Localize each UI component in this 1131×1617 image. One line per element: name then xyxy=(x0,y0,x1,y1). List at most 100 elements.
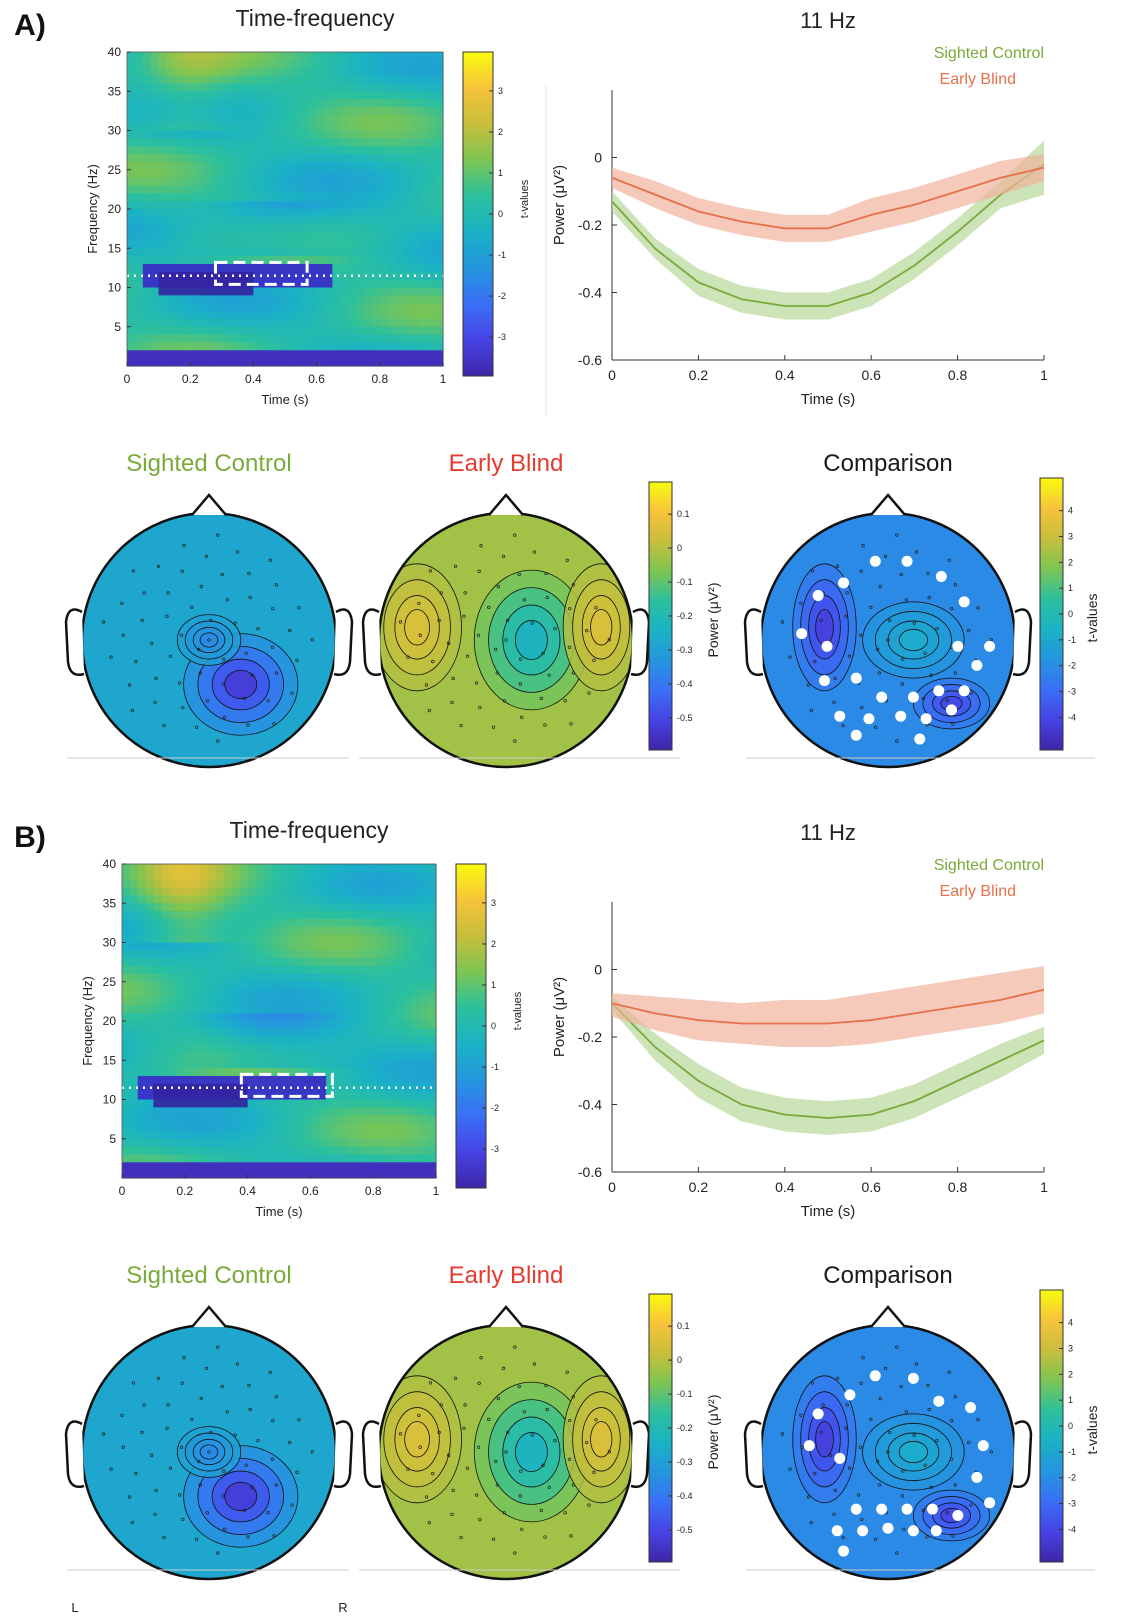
tf-cell xyxy=(324,232,333,241)
tf-cell xyxy=(134,99,144,108)
tf-cell xyxy=(245,193,254,202)
tf-cell xyxy=(387,342,397,351)
tf-cell xyxy=(316,91,326,100)
tf-cell xyxy=(216,966,225,975)
tf-cell xyxy=(213,240,223,249)
tf-cell xyxy=(435,146,444,155)
tf-cell xyxy=(412,942,421,951)
electrode-marker xyxy=(142,591,146,595)
tf-cell xyxy=(333,1146,343,1156)
tf-cell xyxy=(255,1130,264,1140)
tf-cell xyxy=(206,295,215,304)
tf-cell xyxy=(364,154,373,163)
tf-cell xyxy=(127,334,136,344)
electrode-marker xyxy=(437,618,441,623)
tf-cell xyxy=(206,146,215,155)
tf-cell xyxy=(269,326,278,336)
tf-cell xyxy=(261,209,270,218)
tf-cell xyxy=(285,256,294,265)
tf-cell xyxy=(134,256,144,265)
electrode-marker xyxy=(945,1511,949,1515)
topo-contour-line xyxy=(184,1432,234,1472)
tf-cell xyxy=(292,209,302,218)
tf-cell xyxy=(395,91,405,100)
tf-cell xyxy=(229,138,239,147)
tf-cell xyxy=(356,303,365,312)
tf-cell xyxy=(206,232,215,241)
tf-cell xyxy=(292,201,302,210)
tf-cell xyxy=(200,911,209,920)
tf-cell xyxy=(142,67,152,77)
tf-cell xyxy=(269,154,278,163)
electrode-marker xyxy=(506,1430,510,1435)
topo-fill xyxy=(761,1325,1015,1579)
electrode-marker xyxy=(101,1432,106,1436)
tf-cell xyxy=(166,326,175,336)
tf-cell xyxy=(255,934,264,944)
tf-cell xyxy=(129,918,139,928)
tf-cell xyxy=(403,287,412,296)
tf-cell xyxy=(237,185,247,194)
tf-cell xyxy=(371,216,381,226)
tf-cell xyxy=(206,177,215,187)
tf-cell xyxy=(333,1115,343,1124)
tf-cell xyxy=(134,271,144,281)
tf-cell xyxy=(158,161,168,171)
tf-cell xyxy=(395,130,405,139)
tf-cell xyxy=(261,295,270,304)
line-xlabel: Time (s) xyxy=(801,391,855,408)
tf-cell xyxy=(231,1138,241,1148)
electrode-marker xyxy=(288,628,292,633)
tf-cell xyxy=(302,1036,311,1046)
tf-cell xyxy=(142,169,152,179)
tf-cell xyxy=(371,169,381,179)
tf-cell xyxy=(333,1162,343,1171)
tf-cell xyxy=(134,169,144,179)
significant-electrode xyxy=(850,1503,862,1515)
tf-cell xyxy=(364,334,373,344)
tf-cell xyxy=(255,997,264,1006)
tf-cell xyxy=(237,67,247,77)
tf-cell xyxy=(176,1013,186,1022)
tf-cell xyxy=(292,138,302,147)
tf-cell xyxy=(190,256,199,265)
tf-cell xyxy=(216,864,225,873)
tf-cell xyxy=(412,887,421,896)
tf-cell xyxy=(153,926,162,936)
tf-cell xyxy=(247,1060,257,1069)
tf-cell xyxy=(231,887,241,896)
tf-cell xyxy=(216,895,225,904)
tf-cell xyxy=(192,1052,202,1061)
significant-electrode xyxy=(869,555,881,567)
tf-cell xyxy=(208,1146,217,1156)
tf-cell xyxy=(221,99,231,108)
tf-cell xyxy=(395,271,405,281)
electrode-marker xyxy=(888,618,892,623)
tf-cell xyxy=(365,1123,374,1132)
tf-cell xyxy=(247,973,257,983)
tf-cell xyxy=(237,169,247,179)
tf-cell xyxy=(255,989,264,999)
tf-cell xyxy=(184,887,194,896)
tf-cell xyxy=(229,67,239,77)
tf-cell xyxy=(142,91,152,100)
tf-cell xyxy=(381,895,390,904)
tf-cell xyxy=(224,1130,233,1140)
tf-cell xyxy=(294,1099,304,1108)
tf-cell xyxy=(403,177,412,187)
tf-cell xyxy=(356,59,365,69)
tf-cell xyxy=(388,958,398,967)
tf-cell xyxy=(341,1123,351,1132)
tf-cell xyxy=(122,1013,131,1022)
tf-cell xyxy=(387,318,397,328)
tf-cell xyxy=(292,248,302,257)
topo-contour-line xyxy=(192,626,226,654)
tf-cell xyxy=(381,1123,390,1132)
tf-cell xyxy=(208,1060,217,1069)
tf-cell xyxy=(245,295,254,304)
tf-cell xyxy=(396,1130,406,1140)
tf-cell xyxy=(333,981,343,991)
tf-cell xyxy=(388,1162,398,1171)
electrode-marker xyxy=(571,671,576,675)
tf-cell xyxy=(302,934,311,944)
